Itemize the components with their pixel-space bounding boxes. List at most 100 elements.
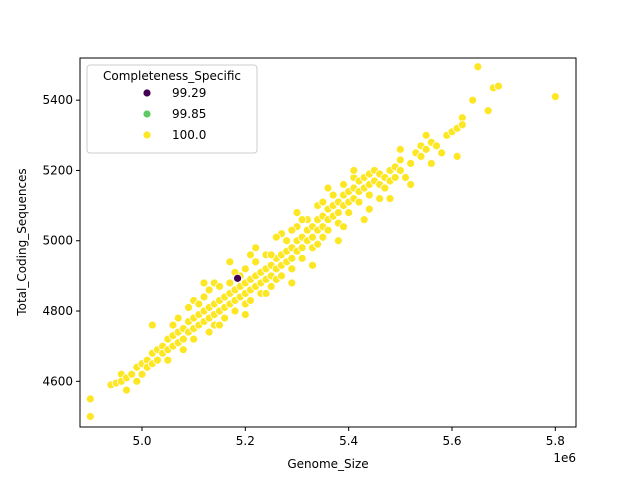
data-point bbox=[421, 144, 431, 154]
data-point bbox=[282, 236, 292, 246]
data-point bbox=[323, 183, 333, 193]
data-point bbox=[287, 225, 297, 235]
data-point bbox=[339, 180, 348, 189]
data-point bbox=[297, 215, 307, 225]
data-point bbox=[132, 376, 142, 386]
data-point bbox=[287, 253, 297, 263]
y-tick-label: 5400 bbox=[42, 93, 73, 107]
y-tick-label: 5000 bbox=[42, 234, 73, 248]
y-tick-label: 4600 bbox=[42, 374, 73, 388]
data-point bbox=[473, 62, 483, 72]
data-point bbox=[550, 92, 560, 102]
data-point bbox=[292, 208, 302, 218]
data-point bbox=[266, 282, 276, 291]
data-point bbox=[173, 313, 183, 323]
data-point bbox=[395, 144, 405, 154]
data-point bbox=[225, 278, 235, 288]
data-point bbox=[349, 166, 359, 175]
data-point bbox=[395, 166, 405, 175]
data-point bbox=[184, 303, 193, 312]
data-point bbox=[426, 159, 436, 168]
legend-box bbox=[86, 64, 258, 154]
data-point bbox=[287, 264, 297, 274]
data-point bbox=[168, 320, 178, 330]
data-point bbox=[178, 345, 188, 355]
data-point bbox=[271, 232, 281, 242]
data-point bbox=[153, 355, 162, 365]
y-tick-label: 4800 bbox=[42, 304, 73, 318]
data-point bbox=[240, 264, 250, 274]
plot-area-border bbox=[79, 57, 577, 428]
data-point bbox=[308, 232, 317, 242]
data-point bbox=[406, 159, 416, 168]
legend-marker bbox=[142, 109, 152, 119]
data-point bbox=[277, 271, 286, 281]
data-point bbox=[364, 190, 374, 200]
data-point bbox=[266, 250, 276, 260]
data-point bbox=[251, 243, 261, 253]
data-point bbox=[401, 173, 410, 182]
data-point bbox=[406, 180, 416, 189]
data-point bbox=[385, 194, 395, 203]
data-point bbox=[323, 225, 333, 235]
data-point bbox=[416, 151, 426, 161]
data-point bbox=[421, 130, 431, 140]
data-point bbox=[432, 141, 441, 151]
legend-entries: 99.29 99.85 100.0 bbox=[142, 86, 206, 142]
data-point bbox=[215, 282, 224, 291]
x-tick-label: 5.4 bbox=[339, 434, 358, 448]
data-point bbox=[194, 299, 204, 309]
x-tick-label: 5.2 bbox=[236, 434, 255, 448]
data-point bbox=[230, 306, 240, 316]
data-point bbox=[297, 243, 307, 253]
data-point bbox=[204, 327, 214, 337]
data-point bbox=[354, 197, 364, 207]
x-tick-label: 5.0 bbox=[132, 434, 151, 448]
data-point bbox=[189, 334, 199, 344]
data-point bbox=[318, 232, 328, 242]
legend-marker bbox=[142, 130, 152, 140]
data-point bbox=[364, 204, 374, 214]
data-point bbox=[494, 81, 503, 91]
data-point bbox=[178, 334, 188, 344]
data-point bbox=[339, 222, 348, 232]
x-axis-offset-label: 1e6 bbox=[553, 451, 576, 465]
data-point bbox=[437, 148, 447, 158]
data-point bbox=[233, 273, 242, 283]
data-point bbox=[261, 289, 271, 298]
data-point bbox=[246, 250, 255, 260]
data-point bbox=[215, 320, 224, 330]
data-point bbox=[452, 151, 462, 161]
x-tick-label: 5.6 bbox=[442, 434, 461, 448]
legend-label: 99.29 bbox=[172, 86, 206, 100]
data-point bbox=[328, 190, 338, 200]
data-point bbox=[359, 215, 369, 225]
data-point bbox=[308, 260, 317, 270]
data-point bbox=[225, 257, 235, 267]
data-point bbox=[390, 173, 400, 182]
y-axis: 4600 4800 5000 5200 5400 bbox=[42, 93, 80, 388]
x-axis: 5.0 5.2 5.4 5.6 5.8 bbox=[132, 427, 565, 448]
data-point bbox=[199, 278, 209, 288]
x-axis-label: Genome_Size bbox=[287, 457, 368, 471]
data-point bbox=[163, 355, 173, 365]
data-point bbox=[85, 394, 95, 404]
data-point bbox=[287, 278, 297, 288]
data-point bbox=[297, 253, 307, 263]
data-point bbox=[127, 369, 137, 379]
legend-label: 99.85 bbox=[172, 107, 206, 121]
x-tick-label: 5.8 bbox=[546, 434, 565, 448]
data-point bbox=[122, 385, 131, 395]
data-point bbox=[240, 310, 250, 319]
data-point bbox=[468, 95, 478, 105]
data-point bbox=[85, 412, 95, 421]
data-point bbox=[344, 208, 354, 218]
data-point bbox=[246, 296, 255, 305]
data-point bbox=[137, 369, 147, 379]
data-point bbox=[318, 197, 328, 207]
legend-label: 100.0 bbox=[172, 128, 206, 142]
legend: Completeness_Specific 99.29 99.85 100.0 bbox=[86, 64, 258, 154]
data-point bbox=[313, 239, 323, 249]
